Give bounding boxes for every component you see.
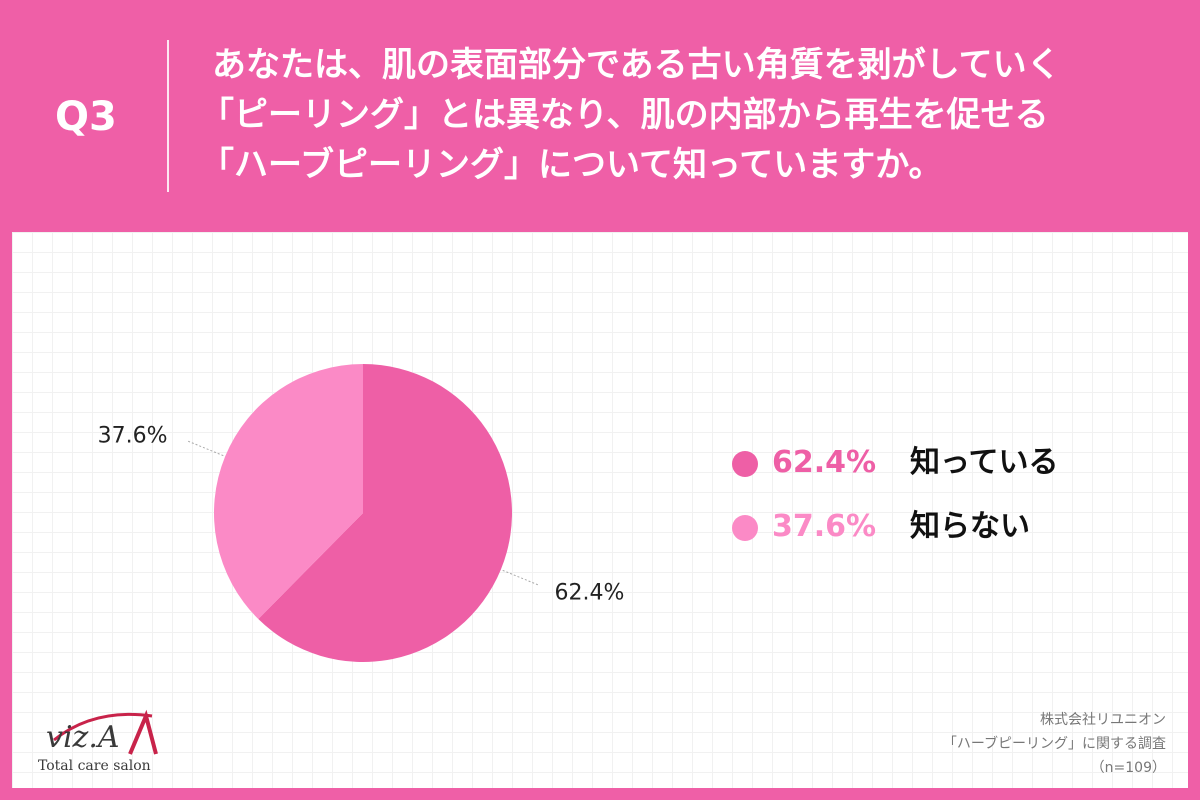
pie-slice-unknown	[213, 364, 363, 620]
question-line-1: あなたは、肌の表面部分である古い角質を剥がしていく	[212, 45, 1061, 85]
legend-label-unknown: 知らない	[910, 509, 1030, 544]
logo-script: viz.A	[46, 720, 120, 755]
chart-legend: 62.4% 知っている 37.6% 知らない	[732, 437, 1072, 565]
question-header: Q3 あなたは、肌の表面部分である古い角質を剥がしていく 「ピーリング」とは異な…	[0, 0, 1200, 232]
legend-item-unknown: 37.6% 知らない	[732, 501, 1072, 565]
pie-slice-known	[258, 364, 512, 662]
logo-swoosh-icon	[53, 709, 158, 755]
slice-label-known: 62.4%	[554, 581, 624, 606]
source-survey: 「ハーブピーリング」に関する調査	[942, 736, 1166, 752]
pie-chart: 62.4% 37.6%	[98, 364, 624, 662]
source-company: 株式会社リユニオン	[1040, 712, 1166, 728]
header-divider	[167, 40, 169, 192]
chart-panel: 62.4% 37.6% 62.4% 知っている 37.6% 知らない viz.A …	[12, 232, 1188, 788]
leader-line-known	[502, 569, 539, 586]
slice-label-unknown: 37.6%	[98, 423, 168, 448]
legend-dot-known	[732, 451, 758, 477]
brand-logo: viz.A Total care salon	[34, 702, 164, 782]
question-line-2: 「ピーリング」とは異なり、肌の内部から再生を促せる	[200, 95, 1049, 135]
source-note: 株式会社リユニオン 「ハーブピーリング」に関する調査 （n=109）	[943, 708, 1166, 780]
question-line-3: 「ハーブピーリング」について知っていますか。	[200, 145, 943, 185]
legend-dot-unknown	[732, 515, 758, 541]
legend-label-known: 知っている	[910, 445, 1059, 480]
legend-pct-unknown: 37.6%	[772, 509, 877, 544]
question-number: Q3	[55, 94, 117, 140]
leader-line-unknown	[187, 440, 224, 457]
question-text: あなたは、肌の表面部分である古い角質を剥がしていく 「ピーリング」とは異なり、肌…	[200, 40, 1172, 190]
legend-item-known: 62.4% 知っている	[732, 437, 1072, 501]
legend-pct-known: 62.4%	[772, 445, 877, 480]
source-sample-size: （n=109）	[1090, 760, 1166, 776]
logo-tagline: Total care salon	[38, 758, 151, 774]
